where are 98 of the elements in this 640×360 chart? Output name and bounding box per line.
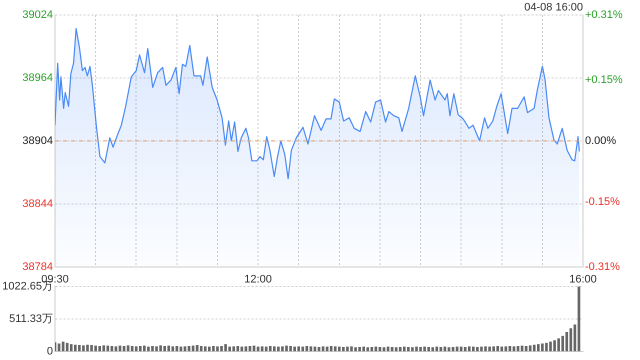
bar: [532, 344, 536, 352]
bar: [285, 346, 288, 352]
bar: [423, 346, 426, 352]
bar: [452, 346, 454, 352]
bar: [520, 346, 524, 352]
bar: [264, 346, 268, 352]
bar: [256, 346, 260, 352]
bar: [281, 346, 284, 352]
bar: [322, 346, 324, 352]
bar: [62, 342, 64, 352]
bar: [122, 346, 126, 352]
x-tick-label: 12:00: [244, 273, 272, 286]
bar: [382, 347, 386, 352]
bar: [224, 344, 227, 352]
bar: [180, 346, 182, 352]
y-tick-label: 0: [46, 345, 53, 358]
bar: [188, 346, 190, 352]
bar: [147, 346, 150, 352]
bar: [314, 346, 316, 352]
bar: [419, 346, 422, 352]
y2-tick-label: +0.31%: [585, 9, 623, 22]
y2-tick-label: -0.15%: [585, 196, 620, 208]
bar: [82, 345, 85, 352]
bar: [448, 347, 450, 352]
bar: [252, 346, 256, 352]
bar: [318, 346, 320, 352]
bar: [216, 346, 219, 352]
bar: [374, 346, 378, 352]
bar: [118, 346, 122, 352]
bar: [346, 346, 349, 352]
y-tick-label: 511.33万: [9, 313, 53, 326]
bar: [143, 346, 146, 352]
bar: [480, 346, 483, 352]
bar: [192, 346, 194, 352]
bar: [484, 346, 487, 352]
y-tick-label: 38904: [22, 134, 53, 147]
bar: [86, 344, 89, 352]
y2-tick-label: +0.15%: [585, 74, 623, 86]
bar: [378, 346, 382, 352]
y-tick-label: 39024: [22, 9, 53, 22]
bar: [74, 344, 77, 352]
bar: [114, 346, 118, 352]
bar: [569, 328, 572, 352]
text: 04-08 16:00: [524, 2, 583, 14]
bar: [106, 346, 110, 352]
bar: [289, 346, 292, 352]
bar: [228, 346, 231, 352]
bar: [557, 338, 560, 352]
bar: [155, 346, 158, 352]
bar: [402, 346, 406, 352]
bar: [444, 346, 446, 352]
y-tick-label: 38784: [22, 260, 53, 273]
bar: [66, 342, 69, 352]
bar: [362, 346, 366, 352]
y2-tick-label: -0.31%: [585, 260, 620, 273]
bar: [545, 342, 548, 352]
bar: [248, 346, 252, 352]
bar: [561, 336, 564, 352]
x-tick-label: 16:00: [569, 273, 597, 286]
bar: [435, 346, 438, 352]
bar: [456, 346, 458, 352]
bar: [578, 286, 580, 352]
bar: [488, 346, 491, 352]
bar: [326, 346, 328, 352]
bar: [78, 345, 81, 352]
bar: [516, 346, 520, 352]
bar: [293, 346, 296, 352]
bar: [541, 343, 544, 352]
bar: [386, 346, 390, 352]
y-tick-label: 1022.65万: [2, 280, 53, 293]
bar: [512, 346, 516, 352]
bar: [350, 346, 353, 352]
bar: [94, 346, 97, 352]
bar: [549, 342, 552, 352]
bar: [500, 346, 504, 352]
y-tick-label: 38844: [22, 198, 53, 210]
bar: [58, 343, 60, 352]
bar: [70, 344, 73, 352]
bar: [151, 346, 154, 352]
bar: [415, 346, 418, 352]
y-tick-label: 38964: [22, 72, 53, 84]
bar: [90, 345, 93, 352]
bar: [196, 345, 198, 352]
bar: [354, 347, 357, 352]
bar: [220, 346, 223, 352]
bar: [277, 346, 280, 352]
bar: [536, 344, 540, 352]
bar: [338, 346, 341, 352]
bar: [553, 340, 556, 352]
bar: [460, 346, 462, 352]
bar: [240, 346, 244, 352]
bar: [184, 346, 186, 352]
bar: [472, 346, 475, 352]
y2-tick-label: 0.00%: [585, 134, 616, 147]
bar: [208, 346, 211, 352]
bar: [301, 346, 304, 352]
bar: [167, 346, 170, 352]
bar: [565, 332, 568, 352]
